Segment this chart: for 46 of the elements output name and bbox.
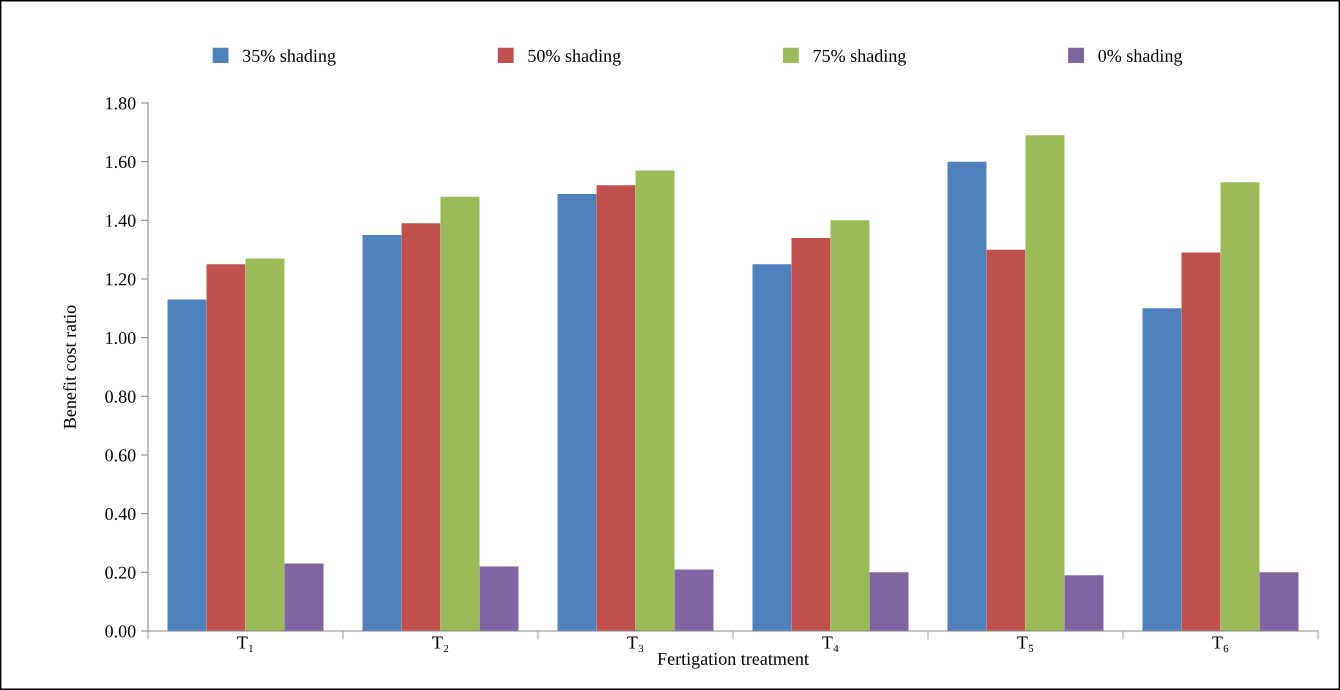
x-tick-label: T₄ [822, 636, 839, 653]
bar [440, 196, 480, 631]
y-tick-label: 0.80 [105, 390, 136, 403]
bar [635, 170, 675, 631]
bar [401, 223, 441, 631]
y-tick-label: 1.00 [106, 331, 136, 345]
legend-label: 75% shading [813, 49, 906, 66]
bar [1142, 308, 1182, 631]
x-tick-label: T₁ [237, 636, 253, 652]
bar [362, 235, 402, 631]
legend-label: 50% shading [528, 49, 621, 66]
y-tick-label: 1.20 [106, 273, 136, 286]
x-axis-title: Fertigation treatment [657, 652, 809, 669]
legend-label: 0% shading [1098, 49, 1183, 66]
y-tick-label: 0.00 [105, 625, 136, 638]
bar [596, 185, 636, 631]
bar [1025, 135, 1065, 631]
bar [557, 193, 597, 631]
bar [869, 572, 909, 631]
bar [830, 220, 870, 631]
y-tick-label: 1.40 [106, 214, 136, 227]
y-tick-label: 0.40 [105, 507, 136, 521]
y-axis-title: Benefit cost ratio [63, 305, 76, 429]
y-tick-label: 0.60 [105, 449, 136, 462]
bar [1064, 575, 1104, 631]
bar [284, 563, 324, 631]
x-tick-label: T₆ [1212, 636, 1229, 653]
bar [206, 264, 246, 631]
bar [791, 237, 831, 631]
bar [674, 569, 714, 631]
bar [752, 264, 792, 631]
bar [1181, 252, 1221, 631]
bar [167, 299, 207, 631]
legend-label: 35% shading [243, 49, 336, 66]
y-tick-label: 0.20 [105, 566, 136, 579]
bar [1220, 182, 1260, 631]
x-tick-label: T₅ [1017, 636, 1034, 653]
bar [947, 161, 987, 631]
x-tick-label: T₃ [627, 636, 644, 653]
bar [245, 258, 285, 631]
y-tick-label: 1.80 [106, 97, 136, 110]
bar [479, 566, 519, 631]
bar [986, 249, 1026, 631]
bar [1259, 572, 1299, 631]
x-tick-label: T₂ [432, 636, 449, 653]
y-tick-label: 1.60 [106, 155, 136, 169]
